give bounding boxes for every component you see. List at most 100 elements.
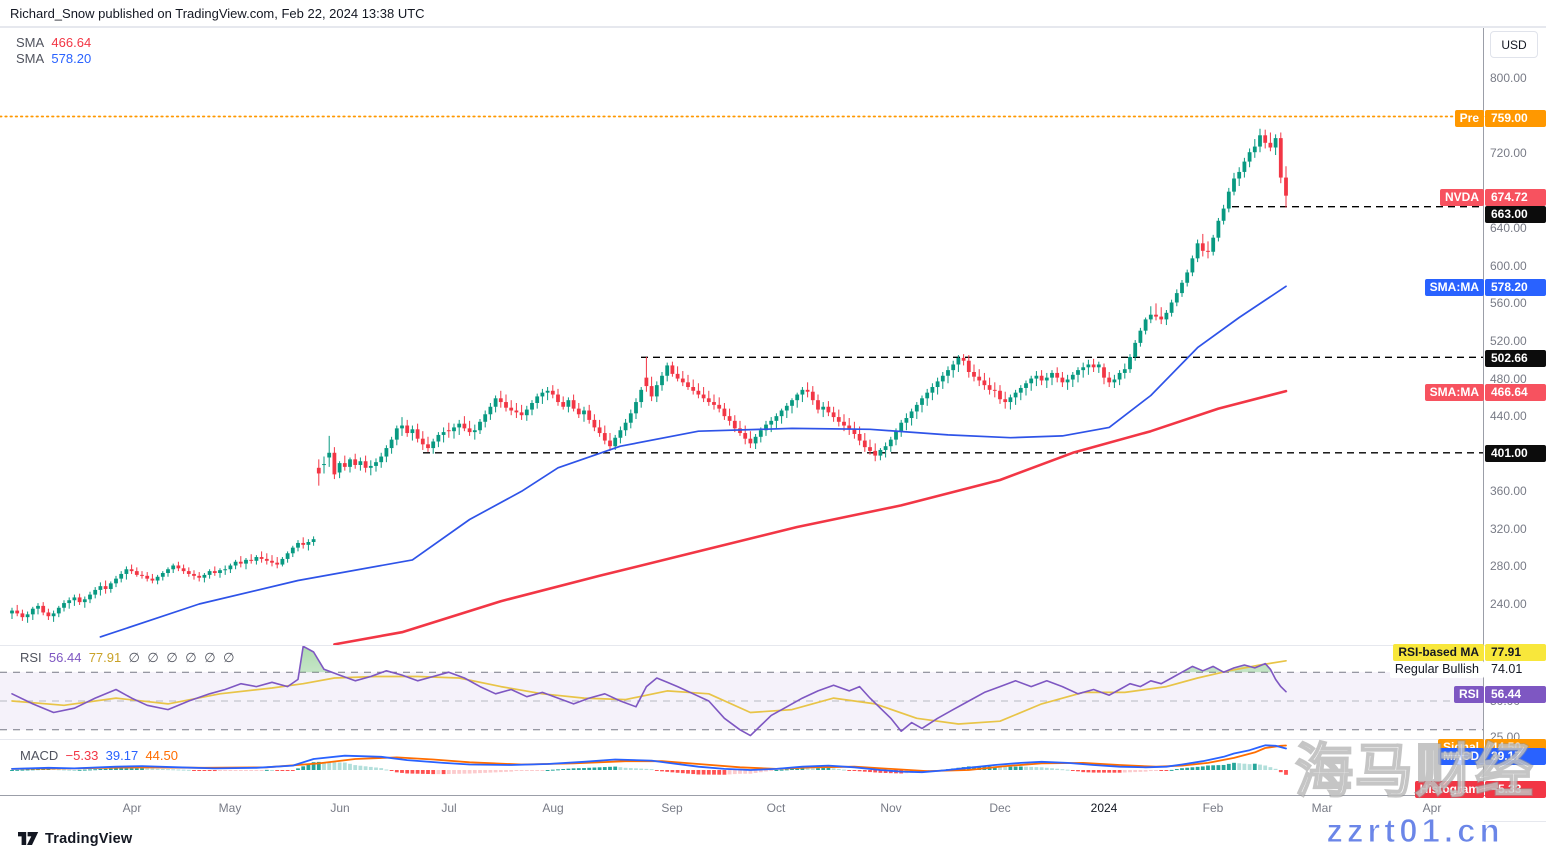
rsi-ma-badge-label: RSI-based MA xyxy=(1393,643,1484,661)
macd-histogram-bar xyxy=(836,768,841,770)
macd-histogram-bar xyxy=(441,770,446,775)
macd-histogram-bar xyxy=(1055,768,1060,770)
rsi-legend[interactable]: RSI 56.44 77.91 ∅ ∅ ∅ ∅ ∅ ∅ xyxy=(20,650,236,666)
candle-body xyxy=(46,612,51,617)
price-axis[interactable]: 800.00 720.00 640.00 600.00 560.00 520.00 480.… xyxy=(1389,27,1546,822)
price-tick: 520.00 xyxy=(1490,334,1527,348)
macd-histogram-bar xyxy=(1237,763,1242,770)
candle-body xyxy=(1008,397,1013,403)
candle-body xyxy=(426,444,430,449)
series-line xyxy=(11,744,1287,774)
rsi-value: 56.44 xyxy=(48,650,82,665)
macd-histogram-bar xyxy=(644,768,649,770)
macd-histogram-bar xyxy=(1174,769,1179,771)
macd-histogram-bar xyxy=(587,767,592,770)
candle-body xyxy=(914,404,919,412)
candle-body xyxy=(108,583,113,589)
rsi-badge[interactable]: RSI 56.44 xyxy=(1453,685,1546,703)
macd-histogram-bar xyxy=(696,770,701,775)
macd-histogram-bar xyxy=(478,770,482,774)
candle-body xyxy=(322,464,326,466)
candle-body xyxy=(238,561,243,564)
candle-body xyxy=(88,594,92,600)
candle-body xyxy=(498,398,503,403)
macd-histogram-bar xyxy=(1039,767,1044,770)
macd-histogram-bar xyxy=(306,764,311,770)
level-401[interactable]: 401.00 xyxy=(1485,444,1546,462)
sma-fast-badge[interactable]: SMA:MA 578.20 xyxy=(1424,278,1546,296)
candle-body xyxy=(233,561,238,566)
macd-histogram-bar xyxy=(129,768,134,770)
sma1-label: SMA xyxy=(16,35,45,50)
candle-body xyxy=(576,408,581,415)
sma-legend-row-2[interactable]: SMA 578.20 xyxy=(16,51,91,66)
macd-histogram-bar xyxy=(1096,770,1101,773)
macd-histogram-bar xyxy=(727,770,732,775)
histogram-badge[interactable]: Histogram −5.33 xyxy=(1414,780,1546,798)
pre-badge[interactable]: Pre 759.00 xyxy=(1454,109,1546,127)
candle-body xyxy=(956,357,961,365)
candle-body xyxy=(540,392,545,397)
macd-badge[interactable]: MACD 39.17 xyxy=(1438,747,1546,765)
rsi-ma-badge[interactable]: RSI-based MA 77.91 xyxy=(1393,643,1546,661)
macd-histogram-bar xyxy=(1081,770,1086,773)
macd-histogram-bar xyxy=(374,767,378,770)
macd-histogram-bar xyxy=(103,768,108,770)
macd-histogram-bar xyxy=(1091,770,1096,773)
macd-histogram-bar xyxy=(576,768,581,770)
candle-body xyxy=(883,446,888,450)
macd-histogram-bar xyxy=(675,770,680,773)
candle-body xyxy=(774,416,779,421)
sma-slow-badge[interactable]: SMA:MA 466.64 xyxy=(1424,383,1546,401)
macd-histogram-bar xyxy=(1008,766,1013,770)
macd-histogram-bar xyxy=(67,769,72,771)
candle-body xyxy=(987,385,992,390)
level-663[interactable]: 663.00 xyxy=(1485,205,1546,223)
nvda-badge[interactable]: NVDA 674.72 xyxy=(1439,188,1546,206)
candle-body xyxy=(332,452,337,475)
macd-histogram-bar xyxy=(202,770,207,771)
candle-body xyxy=(800,389,805,395)
level-502[interactable]: 502.66 xyxy=(1485,349,1546,367)
candle-body xyxy=(1221,208,1226,221)
macd-histogram-bar xyxy=(327,762,332,770)
macd-histogram-bar xyxy=(316,761,321,770)
candle-body xyxy=(966,360,971,372)
price-tick: 360.00 xyxy=(1490,484,1527,499)
regular-bullish-badge[interactable]: Regular Bullish 74.01 xyxy=(1389,660,1546,678)
nvda-badge-value: 674.72 xyxy=(1485,188,1546,206)
macd-histogram-bar xyxy=(613,766,618,770)
macd-histogram-bar xyxy=(779,769,784,771)
sma-legend-row-1[interactable]: SMA 466.64 xyxy=(16,35,91,50)
time-axis[interactable]: Apr May Jun Jul Aug Sep Oct Nov Dec 2024 Feb Mar Apr xyxy=(0,796,1484,822)
macd-histogram-bar xyxy=(774,770,779,771)
macd-histogram-bar xyxy=(540,770,545,771)
candle-body xyxy=(1060,377,1065,383)
candle-body xyxy=(275,562,280,565)
macd-histogram-bar xyxy=(51,768,56,770)
pre-badge-value: 759.00 xyxy=(1485,109,1546,127)
macd-histogram-bar xyxy=(384,769,389,771)
tradingview-branding[interactable]: TradingView xyxy=(18,831,132,847)
currency-button[interactable]: USD xyxy=(1490,31,1538,58)
macd-histogram-bar xyxy=(545,770,550,771)
macd-histogram-bar xyxy=(72,770,77,771)
macd-histogram-bar xyxy=(732,770,737,775)
candle-body xyxy=(197,575,202,578)
macd-histogram-bar xyxy=(743,770,748,774)
candle-body xyxy=(457,423,462,428)
candle-body xyxy=(847,425,852,430)
macd-histogram-bar xyxy=(634,768,638,770)
macd-legend[interactable]: MACD −5.33 39.17 44.50 xyxy=(20,748,178,763)
macd-histogram-bar xyxy=(816,768,820,770)
macd-histogram-bar xyxy=(238,770,243,771)
macd-histogram-bar xyxy=(337,762,342,770)
macd-histogram-bar xyxy=(998,766,1002,770)
candle-body xyxy=(10,610,14,614)
series-line xyxy=(333,389,1288,646)
rsi-label: RSI xyxy=(20,650,42,665)
candle-body xyxy=(582,410,586,415)
macd-hist-value: −5.33 xyxy=(65,748,99,763)
